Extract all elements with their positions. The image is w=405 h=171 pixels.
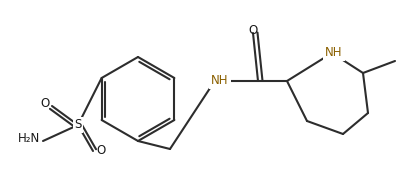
Text: H₂N: H₂N <box>18 133 40 146</box>
Text: NH: NH <box>324 46 342 59</box>
Text: O: O <box>40 97 50 110</box>
Text: O: O <box>96 143 105 156</box>
Text: O: O <box>248 24 257 37</box>
Text: S: S <box>74 119 81 131</box>
Text: NH: NH <box>211 75 228 88</box>
